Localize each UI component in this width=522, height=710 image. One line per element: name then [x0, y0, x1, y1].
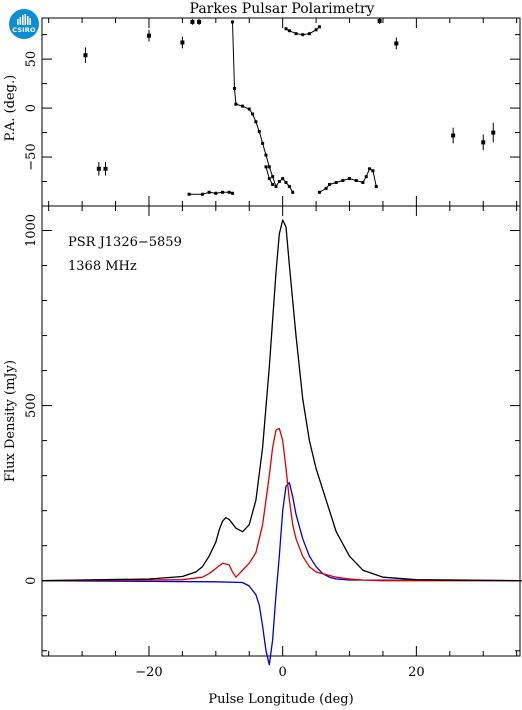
csiro-logo: CSIRO — [9, 9, 39, 39]
pa-point — [271, 175, 275, 179]
pa-point — [247, 107, 251, 111]
pa-point — [291, 190, 295, 194]
pa-point — [294, 32, 298, 36]
pa-point — [368, 167, 372, 171]
figure-title: Parkes Pulsar Polarimetry — [190, 1, 375, 17]
pa-point — [284, 27, 288, 31]
pa-tick-marks — [42, 18, 520, 206]
pa-point — [96, 166, 101, 171]
pa-point — [394, 41, 399, 46]
pa-y-tick-label: −50 — [24, 143, 39, 170]
pa-y-tick-label: 50 — [24, 51, 39, 68]
pa-point — [214, 191, 218, 195]
pa-point — [233, 87, 237, 90]
pa-point — [264, 153, 268, 157]
pa-point — [267, 165, 271, 169]
source-name-label: PSR J1326−5859 — [68, 235, 182, 250]
pa-point — [307, 32, 311, 36]
pa-point — [257, 130, 261, 134]
pa-point — [234, 102, 238, 106]
pa-point — [271, 182, 275, 186]
circular-polarisation-line — [41, 482, 522, 666]
profile-x-tick-labels: −20 0 20 — [135, 665, 424, 680]
pa-panel: −50 0 50 P.A. (deg.) — [3, 17, 521, 207]
pa-point — [254, 120, 258, 124]
pa-point — [327, 182, 331, 186]
pa-point — [264, 165, 268, 169]
profile-y-tick-label: 500 — [24, 393, 39, 418]
pa-y-tick-label: 0 — [24, 104, 39, 112]
pa-point — [103, 166, 108, 171]
pa-line-segment — [189, 191, 233, 195]
pa-point — [221, 190, 225, 194]
profile-y-tick-label: 1000 — [24, 214, 39, 247]
pa-line-segment — [319, 168, 377, 193]
profile-tick-marks — [42, 206, 520, 656]
pa-point — [146, 33, 151, 38]
pa-point — [287, 184, 291, 188]
pa-point — [354, 179, 358, 183]
logo-label: CSIRO — [12, 26, 36, 34]
profile-x-tick-label: −20 — [135, 665, 162, 680]
total-intensity-line — [41, 219, 522, 582]
profile-y-axis-label: Flux Density (mJy) — [3, 360, 18, 482]
pa-point — [287, 29, 291, 33]
pa-point — [364, 175, 368, 179]
pa-point — [317, 25, 321, 29]
profile-x-axis-label: Pulse Longitude (deg) — [208, 692, 353, 707]
pa-point — [324, 186, 328, 190]
pa-point — [187, 192, 191, 196]
pa-point — [197, 19, 202, 24]
pa-point — [377, 18, 382, 23]
pa-point — [227, 190, 231, 194]
logo-bars-icon — [17, 14, 31, 25]
pa-point — [83, 53, 88, 58]
pa-point — [334, 181, 338, 184]
pa-point — [451, 133, 456, 138]
pa-point — [200, 192, 204, 196]
pa-point — [481, 140, 486, 145]
pa-point — [231, 20, 235, 24]
pa-point — [207, 190, 211, 194]
profile-panel: 0 500 1000 −20 0 20 Flux Density (mJy) Pulse… — [3, 205, 522, 707]
pa-point — [317, 190, 321, 194]
pa-point — [374, 184, 378, 188]
profile-x-tick-label: 0 — [279, 665, 287, 680]
profile-x-tick-label: 20 — [408, 665, 425, 680]
profile-series-lines — [41, 219, 522, 666]
profile-y-tick-label: 0 — [24, 577, 39, 585]
pa-point — [301, 33, 305, 37]
pa-point — [251, 112, 255, 116]
pa-point — [267, 177, 271, 181]
pa-point — [180, 40, 185, 45]
pa-point — [241, 104, 245, 108]
pa-point — [277, 180, 281, 184]
pa-point — [284, 181, 288, 184]
linear-polarisation-line — [41, 427, 522, 582]
pa-point — [361, 181, 365, 184]
pa-point — [190, 19, 195, 24]
pa-point — [261, 141, 265, 145]
frequency-label: 1368 MHz — [68, 259, 137, 274]
pa-point — [341, 179, 345, 183]
pa-point — [274, 184, 278, 188]
pa-point — [371, 169, 375, 173]
pa-data-marks — [83, 18, 496, 196]
pa-point — [231, 191, 235, 195]
profile-plot-frame — [41, 205, 521, 657]
pa-point — [281, 177, 285, 181]
pa-plot-frame — [41, 17, 521, 207]
pa-y-axis-label: P.A. (deg.) — [3, 75, 18, 142]
pa-point — [491, 130, 496, 135]
pa-point — [348, 177, 352, 181]
pa-point — [314, 28, 318, 32]
profile-y-tick-labels: 0 500 1000 — [24, 214, 39, 585]
pa-y-tick-labels: −50 0 50 — [24, 51, 39, 171]
